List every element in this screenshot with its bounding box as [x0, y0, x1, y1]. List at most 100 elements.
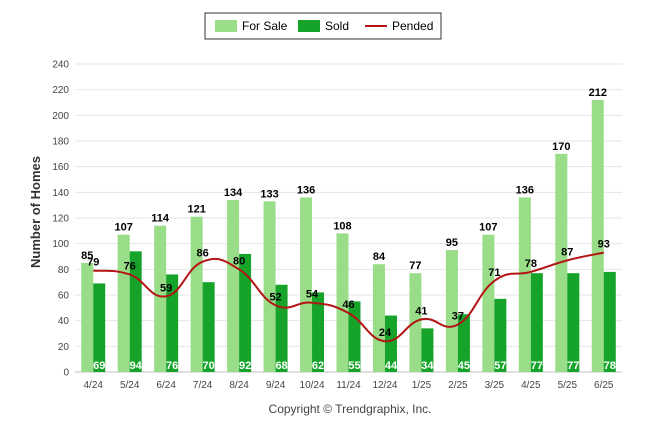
- for-sale-value-label: 121: [187, 204, 205, 216]
- bar-sold: [202, 282, 215, 372]
- sold-value-label: 77: [567, 360, 579, 372]
- y-axis: 0 20 40 60 80 100 120 140 160 180 200 220 240: [52, 60, 69, 379]
- for-sale-value-label: 136: [516, 184, 534, 196]
- x-tick-label: 12/24: [372, 380, 397, 391]
- for-sale-value-label: 114: [151, 213, 170, 225]
- sold-value-label: 94: [130, 360, 143, 372]
- y-axis-title: Number of Homes: [28, 156, 43, 268]
- y-tick-label: 0: [63, 368, 69, 379]
- for-sale-value-label: 107: [479, 222, 497, 234]
- sold-value-label: 57: [494, 360, 506, 372]
- pended-value-label: 46: [342, 299, 354, 311]
- bar-for-sale: [81, 262, 94, 372]
- bar-sold: [494, 298, 507, 372]
- pended-value-label: 54: [306, 289, 319, 301]
- legend: For Sale Sold Pended: [204, 12, 442, 40]
- legend-label-for-sale: For Sale: [242, 19, 288, 33]
- y-tick-label: 80: [58, 265, 70, 276]
- legend-label-pended: Pended: [392, 19, 433, 33]
- y-tick-label: 100: [52, 239, 69, 250]
- x-tick-label: 4/25: [521, 380, 541, 391]
- for-sale-value-label: 212: [589, 87, 607, 99]
- pended-value-label: 93: [598, 239, 610, 251]
- legend-swatch-sold: [298, 20, 320, 32]
- pended-value-label: 80: [233, 255, 245, 267]
- bar-sold: [421, 328, 434, 372]
- pended-value-label: 87: [561, 246, 573, 258]
- for-sale-value-label: 107: [115, 222, 133, 234]
- x-tick-label: 3/25: [485, 380, 505, 391]
- bar-for-sale: [117, 234, 130, 372]
- x-tick-label: 9/24: [266, 380, 286, 391]
- y-tick-label: 120: [52, 214, 69, 225]
- data-labels: 85 69 79 107 94 76 114 76 59 121 70 86 134 92 80 133 68 5…: [81, 87, 616, 372]
- pended-line-path: [93, 251, 604, 343]
- sold-value-label: 78: [604, 360, 616, 372]
- for-sale-value-label: 77: [409, 260, 421, 272]
- bar-sold: [530, 273, 543, 372]
- for-sale-value-label: 84: [373, 251, 386, 263]
- pended-value-label: 76: [124, 260, 136, 272]
- pended-value-label: 78: [525, 258, 537, 270]
- x-tick-label: 10/24: [300, 380, 325, 391]
- bar-for-sale: [190, 216, 203, 372]
- x-tick-label: 5/25: [558, 380, 578, 391]
- bar-sold: [312, 292, 325, 372]
- sold-value-label: 45: [458, 360, 470, 372]
- x-tick-label: 7/24: [193, 380, 213, 391]
- y-tick-label: 240: [52, 60, 69, 71]
- x-tick-label: 6/25: [594, 380, 614, 391]
- sold-value-label: 77: [531, 360, 543, 372]
- x-tick-label: 1/25: [412, 380, 432, 391]
- for-sale-value-label: 85: [81, 250, 93, 262]
- sold-value-label: 55: [348, 360, 360, 372]
- pended-value-label: 71: [488, 267, 500, 279]
- bar-for-sale: [154, 225, 167, 372]
- sold-value-label: 62: [312, 360, 324, 372]
- pended-value-label: 59: [160, 282, 172, 294]
- bar-for-sale: [591, 99, 604, 372]
- y-tick-label: 180: [52, 137, 69, 148]
- pended-value-label: 41: [415, 305, 427, 317]
- x-tick-label: 2/25: [448, 380, 468, 391]
- x-tick-label: 11/24: [336, 380, 361, 391]
- bar-sold: [457, 314, 470, 372]
- bar-sold: [93, 283, 106, 372]
- bar-sold: [129, 251, 142, 372]
- bar-sold: [384, 315, 397, 372]
- for-sale-value-label: 136: [297, 184, 315, 196]
- for-sale-value-label: 95: [446, 237, 458, 249]
- pended-line: [93, 251, 604, 343]
- y-tick-label: 140: [52, 188, 69, 199]
- y-tick-label: 160: [52, 162, 69, 173]
- legend-swatch-for-sale: [215, 20, 237, 32]
- pended-value-label: 52: [269, 291, 281, 303]
- for-sale-value-label: 170: [552, 141, 570, 153]
- sold-value-label: 76: [166, 360, 178, 372]
- bar-for-sale: [263, 201, 276, 372]
- for-sale-value-label: 134: [224, 187, 243, 199]
- sold-value-label: 69: [93, 360, 105, 372]
- x-tick-label: 4/24: [83, 380, 103, 391]
- for-sale-value-label: 108: [333, 220, 351, 232]
- pended-value-label: 86: [197, 248, 209, 260]
- copyright-text: Copyright © Trendgraphix, Inc.: [269, 402, 432, 416]
- sold-value-label: 92: [239, 360, 251, 372]
- pended-value-label: 79: [87, 257, 99, 269]
- bar-for-sale: [300, 197, 313, 372]
- y-tick-label: 220: [52, 85, 69, 96]
- sold-value-label: 34: [421, 360, 434, 372]
- bar-sold: [166, 274, 179, 372]
- x-tick-label: 8/24: [229, 380, 249, 391]
- for-sale-value-label: 133: [260, 188, 278, 200]
- legend-label-sold: Sold: [325, 19, 349, 33]
- y-tick-label: 40: [58, 316, 70, 327]
- bar-for-sale: [227, 200, 240, 372]
- bar-for-sale: [336, 233, 349, 372]
- bar-sold: [603, 271, 616, 372]
- bar-for-sale: [482, 234, 495, 372]
- sold-value-label: 68: [275, 360, 287, 372]
- x-tick-label: 6/24: [156, 380, 176, 391]
- sold-value-label: 44: [385, 360, 398, 372]
- pended-value-label: 24: [379, 327, 392, 339]
